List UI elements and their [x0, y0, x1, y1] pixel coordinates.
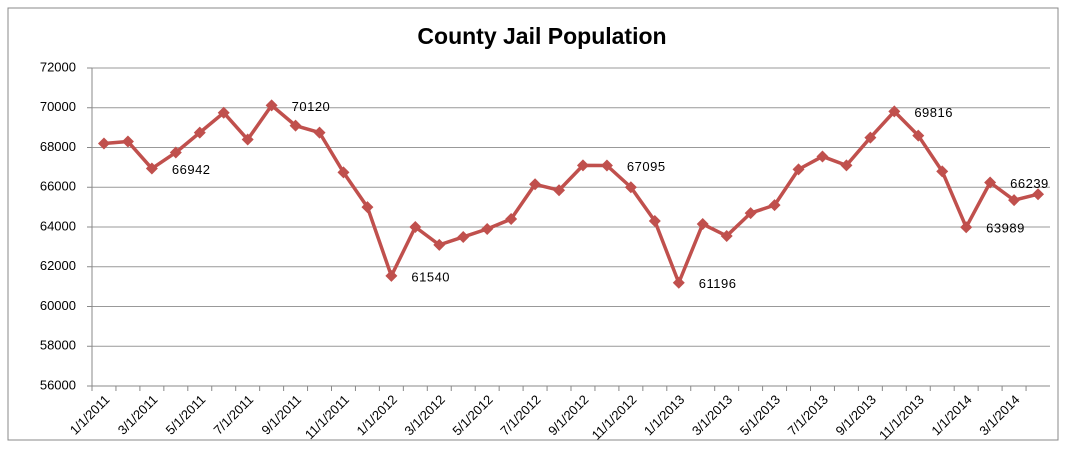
data-point — [840, 159, 853, 172]
data-label: 70120 — [292, 99, 331, 114]
data-point — [505, 213, 518, 226]
data-label: 66239 — [1010, 176, 1049, 191]
data-point — [624, 181, 637, 194]
y-tick-label: 72000 — [40, 59, 76, 74]
data-point — [553, 184, 566, 197]
data-point — [984, 176, 997, 189]
data-label: 61540 — [411, 269, 450, 284]
data-label: 69816 — [914, 105, 953, 120]
data-label: 63989 — [986, 221, 1025, 236]
data-point — [457, 230, 470, 243]
data-label: 61196 — [699, 276, 737, 291]
y-tick-label: 64000 — [40, 218, 76, 233]
data-point — [1032, 188, 1045, 201]
data-point — [529, 178, 542, 191]
chart-title: County Jail Population — [417, 23, 666, 49]
data-point — [145, 162, 158, 175]
data-point — [912, 129, 925, 142]
data-point — [1008, 194, 1021, 207]
data-point — [289, 119, 302, 132]
data-point — [672, 276, 685, 289]
data-point — [97, 137, 110, 150]
data-point — [241, 133, 254, 146]
data-point — [265, 99, 278, 112]
data-point — [792, 163, 805, 176]
data-point — [864, 131, 877, 144]
data-point — [600, 159, 613, 172]
data-point — [936, 165, 949, 178]
data-point — [720, 229, 733, 242]
data-point — [337, 166, 350, 179]
y-tick-label: 62000 — [40, 258, 76, 273]
y-tick-label: 68000 — [40, 139, 76, 154]
data-point — [169, 146, 182, 159]
data-point — [744, 207, 757, 220]
y-tick-label: 58000 — [40, 338, 76, 353]
y-tick-label: 70000 — [40, 99, 76, 114]
y-tick-label: 66000 — [40, 179, 76, 194]
data-label: 67095 — [627, 159, 666, 174]
data-point — [313, 126, 326, 139]
data-point — [433, 238, 446, 251]
data-point — [409, 221, 422, 233]
data-point — [193, 126, 206, 139]
y-tick-label: 60000 — [40, 298, 76, 313]
data-point — [481, 222, 494, 235]
data-point — [121, 135, 134, 148]
data-label: 66942 — [172, 162, 211, 177]
data-point — [768, 199, 781, 212]
y-tick-label: 56000 — [40, 377, 76, 392]
data-point — [385, 269, 398, 282]
data-point — [960, 221, 973, 234]
data-point — [888, 105, 901, 118]
data-point — [576, 159, 589, 172]
series-line — [103, 103, 1039, 285]
data-point — [217, 106, 230, 119]
data-point — [696, 218, 709, 231]
data-point — [816, 150, 829, 163]
data-point — [361, 201, 374, 214]
chart-border — [7, 7, 1059, 441]
data-point — [648, 215, 661, 228]
